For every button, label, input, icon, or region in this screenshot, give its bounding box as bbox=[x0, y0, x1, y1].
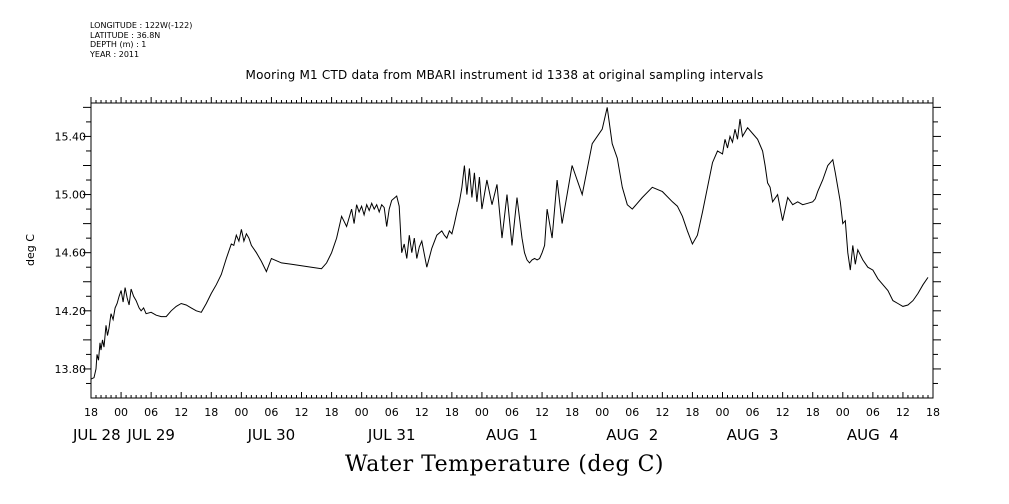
hour-tick-label: 06 bbox=[866, 406, 880, 419]
day-label: AUG 1 bbox=[486, 426, 538, 444]
chart-caption: Water Temperature (deg C) bbox=[345, 452, 664, 477]
hour-tick-label: 18 bbox=[565, 406, 579, 419]
day-label: JUL 31 bbox=[367, 426, 416, 444]
hour-tick-label: 12 bbox=[655, 406, 669, 419]
y-tick-labels: 13.80 14.20 14.60 15.00 15.40 bbox=[55, 130, 87, 376]
hour-tick-label: 12 bbox=[535, 406, 549, 419]
latitude-label: LATITUDE : 36.8N bbox=[90, 30, 161, 40]
year-label: YEAR : 2011 bbox=[90, 49, 140, 59]
day-labels: JUL 28 JUL 29 JUL 30 JUL 31 AUG 1 AUG 2 AUG 3 A… bbox=[72, 426, 899, 444]
hour-tick-label: 12 bbox=[295, 406, 309, 419]
day-label: JUL 30 bbox=[247, 426, 296, 444]
metadata-block: LONGITUDE : 122W(-122) LATITUDE : 36.8N … bbox=[90, 21, 192, 59]
hour-tick-label: 06 bbox=[144, 406, 158, 419]
day-label: AUG 2 bbox=[606, 426, 658, 444]
tick-marks bbox=[83, 97, 941, 398]
plot-frame bbox=[90, 102, 934, 399]
hour-tick-label: 06 bbox=[505, 406, 519, 419]
hour-tick-label: 12 bbox=[896, 406, 910, 419]
hour-tick-label: 18 bbox=[445, 406, 459, 419]
hour-tick-label: 18 bbox=[84, 406, 98, 419]
hour-tick-label: 00 bbox=[595, 406, 609, 419]
hour-tick-label: 12 bbox=[776, 406, 790, 419]
y-axis-label: deg C bbox=[24, 234, 37, 266]
hour-tick-label: 06 bbox=[385, 406, 399, 419]
hour-tick-label: 00 bbox=[475, 406, 489, 419]
chart-title: Mooring M1 CTD data from MBARI instrumen… bbox=[245, 68, 764, 82]
depth-label: DEPTH (m) : 1 bbox=[90, 40, 147, 50]
y-tick-label: 15.40 bbox=[55, 130, 87, 143]
hour-tick-label: 00 bbox=[716, 406, 730, 419]
hour-tick-label: 12 bbox=[415, 406, 429, 419]
x-tick-labels: 18 00 06 12 18 00 06 12 18 00 06 12 18 00 06 12 18 00 06 12… bbox=[84, 406, 940, 419]
y-tick-label: 15.00 bbox=[55, 189, 87, 202]
hour-tick-label: 06 bbox=[746, 406, 760, 419]
hour-tick-label: 18 bbox=[806, 406, 820, 419]
y-tick-label: 14.20 bbox=[55, 305, 87, 318]
hour-tick-label: 00 bbox=[234, 406, 248, 419]
temperature-line bbox=[90, 107, 929, 380]
day-label: AUG 3 bbox=[727, 426, 779, 444]
day-label: AUG 4 bbox=[847, 426, 899, 444]
y-tick-label: 14.60 bbox=[55, 247, 87, 260]
hour-tick-label: 18 bbox=[204, 406, 218, 419]
hour-tick-label: 00 bbox=[355, 406, 369, 419]
day-label: JUL 29 bbox=[126, 426, 175, 444]
hour-tick-label: 06 bbox=[625, 406, 639, 419]
hour-tick-label: 00 bbox=[836, 406, 850, 419]
day-label: JUL 28 bbox=[72, 426, 121, 444]
hour-tick-label: 12 bbox=[174, 406, 188, 419]
hour-tick-label: 18 bbox=[926, 406, 940, 419]
hour-tick-label: 18 bbox=[685, 406, 699, 419]
hour-tick-label: 18 bbox=[325, 406, 339, 419]
longitude-label: LONGITUDE : 122W(-122) bbox=[90, 21, 193, 30]
hour-tick-label: 06 bbox=[264, 406, 278, 419]
y-tick-label: 13.80 bbox=[55, 363, 87, 376]
hour-tick-label: 00 bbox=[114, 406, 128, 419]
